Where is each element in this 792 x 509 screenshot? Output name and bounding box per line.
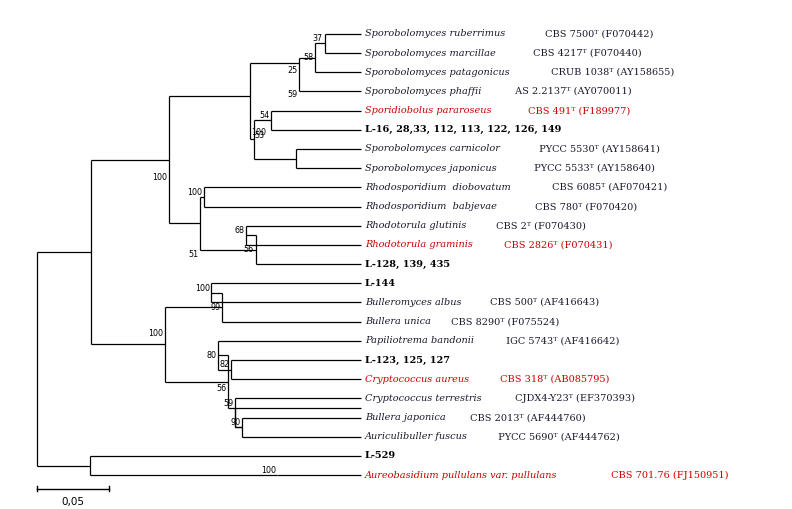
Text: Bullera unica: Bullera unica: [365, 317, 431, 326]
Text: L-529: L-529: [365, 451, 396, 461]
Text: 82: 82: [219, 360, 230, 370]
Text: CBS 491ᵀ (F189977): CBS 491ᵀ (F189977): [525, 106, 630, 115]
Text: 56: 56: [217, 384, 227, 393]
Text: 0,05: 0,05: [62, 497, 85, 507]
Text: Sporobolomyces carnicolor: Sporobolomyces carnicolor: [365, 145, 500, 154]
Text: CRUB 1038ᵀ (AY158655): CRUB 1038ᵀ (AY158655): [548, 68, 674, 77]
Text: Sporobolomyces ruberrimus: Sporobolomyces ruberrimus: [365, 30, 505, 38]
Text: CBS 318ᵀ (AB085795): CBS 318ᵀ (AB085795): [497, 375, 609, 384]
Text: Rhodosporidium  diobovatum: Rhodosporidium diobovatum: [365, 183, 511, 192]
Text: Rhodotorula glutinis: Rhodotorula glutinis: [365, 221, 466, 230]
Text: 58: 58: [303, 53, 314, 62]
Text: 37: 37: [313, 34, 323, 43]
Text: PYCC 5530ᵀ (AY158641): PYCC 5530ᵀ (AY158641): [535, 145, 660, 154]
Text: 80: 80: [207, 351, 217, 360]
Text: Bulleromyces albus: Bulleromyces albus: [365, 298, 462, 307]
Text: Sporobolomyces patagonicus: Sporobolomyces patagonicus: [365, 68, 509, 77]
Text: Bullera japonica: Bullera japonica: [365, 413, 446, 422]
Text: CBS 4217ᵀ (F070440): CBS 4217ᵀ (F070440): [531, 48, 642, 58]
Text: Aureobasidium pullulans var. pullulans: Aureobasidium pullulans var. pullulans: [365, 471, 558, 479]
Text: Sporidiobolus pararoseus: Sporidiobolus pararoseus: [365, 106, 492, 115]
Text: PYCC 5690ᵀ (AF444762): PYCC 5690ᵀ (AF444762): [495, 432, 620, 441]
Text: Papiliotrema bandonii: Papiliotrema bandonii: [365, 336, 474, 345]
Text: 68: 68: [234, 226, 245, 235]
Text: 54: 54: [259, 111, 269, 120]
Text: 99: 99: [211, 303, 221, 312]
Text: CBS 2826ᵀ (F070431): CBS 2826ᵀ (F070431): [501, 240, 613, 249]
Text: PYCC 5533ᵀ (AY158640): PYCC 5533ᵀ (AY158640): [531, 164, 655, 173]
Text: 100: 100: [252, 128, 267, 137]
Text: CJDX4-Y23ᵀ (EF370393): CJDX4-Y23ᵀ (EF370393): [512, 394, 635, 403]
Text: 100: 100: [187, 188, 202, 196]
Text: IGC 5743ᵀ (AF416642): IGC 5743ᵀ (AF416642): [503, 336, 619, 345]
Text: 100: 100: [261, 466, 276, 475]
Text: CBS 2013ᵀ (AF444760): CBS 2013ᵀ (AF444760): [467, 413, 586, 422]
Text: L-128, 139, 435: L-128, 139, 435: [365, 260, 450, 269]
Text: L-16, 28,33, 112, 113, 122, 126, 149: L-16, 28,33, 112, 113, 122, 126, 149: [365, 125, 562, 134]
Text: Rhodosporidium  babjevae: Rhodosporidium babjevae: [365, 202, 497, 211]
Text: CBS 2ᵀ (F070430): CBS 2ᵀ (F070430): [493, 221, 586, 230]
Text: Auriculibuller fuscus: Auriculibuller fuscus: [365, 432, 468, 441]
Text: 53: 53: [255, 131, 265, 140]
Text: CBS 8290ᵀ (F075524): CBS 8290ᵀ (F075524): [448, 317, 560, 326]
Text: CBS 701.76 (FJ150951): CBS 701.76 (FJ150951): [608, 470, 729, 479]
Text: 25: 25: [287, 66, 298, 75]
Text: Sporobolomyces phaffii: Sporobolomyces phaffii: [365, 87, 482, 96]
Text: L-123, 125, 127: L-123, 125, 127: [365, 355, 450, 364]
Text: 90: 90: [230, 418, 241, 427]
Text: AS 2.2137ᵀ (AY070011): AS 2.2137ᵀ (AY070011): [512, 87, 632, 96]
Text: CBS 500ᵀ (AF416643): CBS 500ᵀ (AF416643): [487, 298, 599, 307]
Text: 100: 100: [152, 173, 167, 182]
Text: Cryptococcus aureus: Cryptococcus aureus: [365, 375, 469, 384]
Text: 59: 59: [287, 90, 298, 99]
Text: Cryptococcus terrestris: Cryptococcus terrestris: [365, 394, 482, 403]
Text: CBS 780ᵀ (F070420): CBS 780ᵀ (F070420): [531, 202, 637, 211]
Text: 100: 100: [148, 329, 163, 337]
Text: L-144: L-144: [365, 279, 396, 288]
Text: Rhodotorula graminis: Rhodotorula graminis: [365, 240, 473, 249]
Text: Sporobolomyces japonicus: Sporobolomyces japonicus: [365, 164, 497, 173]
Text: Sporobolomyces marcillae: Sporobolomyces marcillae: [365, 48, 496, 58]
Text: CBS 6085ᵀ (AF070421): CBS 6085ᵀ (AF070421): [550, 183, 668, 192]
Text: 59: 59: [223, 399, 234, 408]
Text: 56: 56: [244, 245, 254, 254]
Text: 100: 100: [195, 284, 210, 293]
Text: CBS 7500ᵀ (F070442): CBS 7500ᵀ (F070442): [543, 30, 653, 38]
Text: 51: 51: [188, 250, 199, 259]
